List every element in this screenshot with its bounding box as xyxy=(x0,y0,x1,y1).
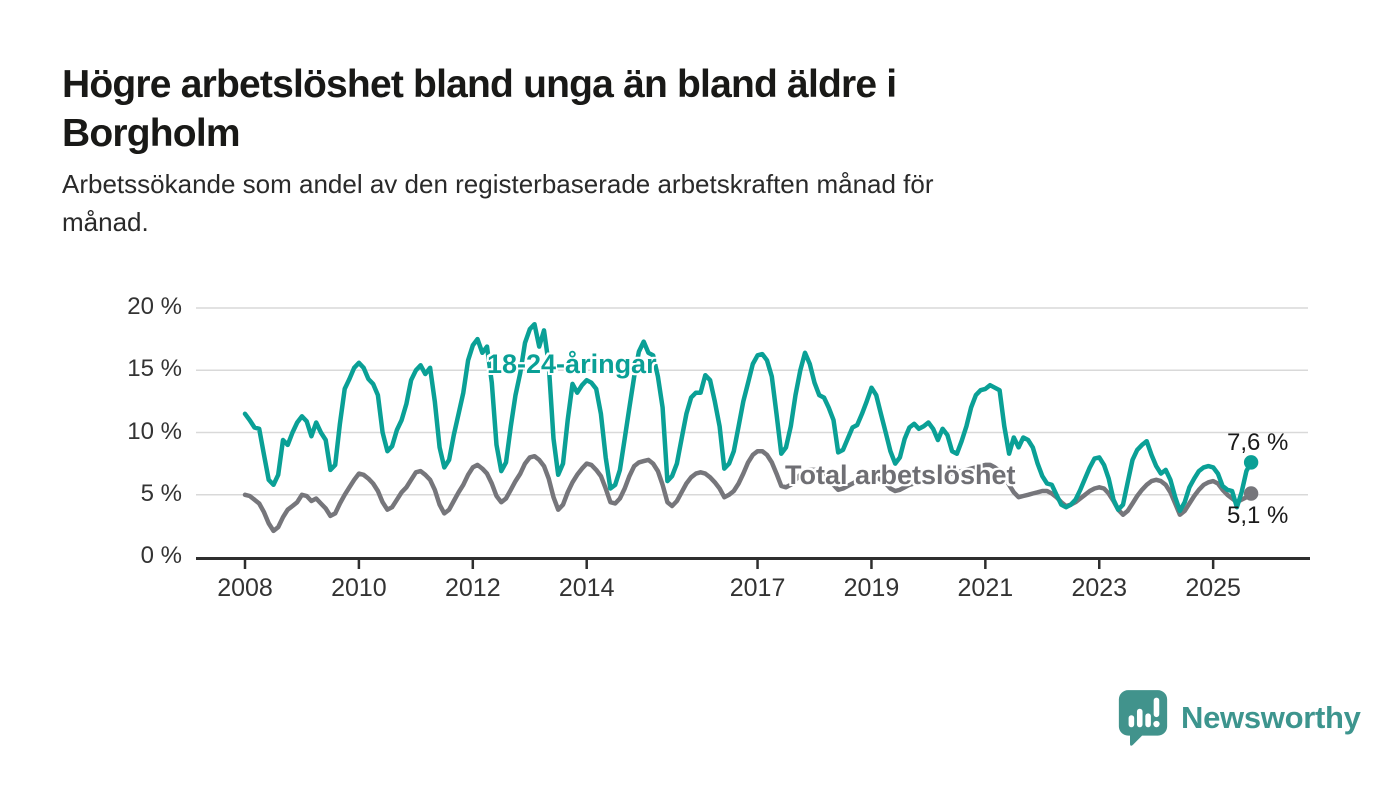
newsworthy-logo-text: Newsworthy xyxy=(1181,700,1361,735)
y-axis-tick-label: 10 % xyxy=(127,417,182,445)
x-axis-tick-label: 2012 xyxy=(444,574,501,602)
x-axis-tick-label: 2021 xyxy=(957,574,1014,602)
series-label-young: 18-24-åringar xyxy=(487,349,657,379)
series-label-total: Total arbetslöshet xyxy=(785,460,1016,490)
x-axis-tick-label: 2008 xyxy=(217,574,273,602)
series-line-18-24-åringar xyxy=(242,321,1254,514)
x-axis-tick-label: 2019 xyxy=(843,574,900,602)
subtitle-line-2: månad. xyxy=(62,206,149,237)
end-value-label-total: 5,1 % xyxy=(1227,502,1289,529)
x-axis-tick-label: 2014 xyxy=(558,574,615,602)
page-subtitle: Arbetssökande som andel av den registerb… xyxy=(62,166,1262,241)
speech-bubble-bar-chart-icon xyxy=(1118,690,1168,746)
title-line-1: Högre arbetslöshet bland unga än bland ä… xyxy=(62,63,897,106)
series-end-dot-Total arbetslöshet xyxy=(1243,486,1259,501)
x-axis-tick-label: 2025 xyxy=(1185,574,1241,602)
series-line-Total arbetslöshet xyxy=(242,448,1254,534)
end-value-label-young: 7,6 % xyxy=(1227,429,1289,456)
x-axis-tick-label: 2017 xyxy=(729,574,786,602)
series-end-dot-18-24-åringar xyxy=(1243,455,1259,470)
newsworthy-logo: Newsworthy xyxy=(1117,688,1361,748)
page-title: Högre arbetslöshet bland unga än bland ä… xyxy=(62,60,1242,158)
subtitle-line-1: Arbetssökande som andel av den registerb… xyxy=(62,169,934,199)
y-axis-tick-label: 5 % xyxy=(140,479,182,507)
y-axis-tick-label: 20 % xyxy=(127,293,182,320)
y-axis-tick-label: 0 % xyxy=(140,542,182,569)
y-axis-tick-label: 15 % xyxy=(127,355,182,383)
x-axis-tick-label: 2023 xyxy=(1071,574,1128,602)
title-line-2: Borgholm xyxy=(62,112,241,156)
x-axis-tick-label: 2010 xyxy=(331,574,387,602)
